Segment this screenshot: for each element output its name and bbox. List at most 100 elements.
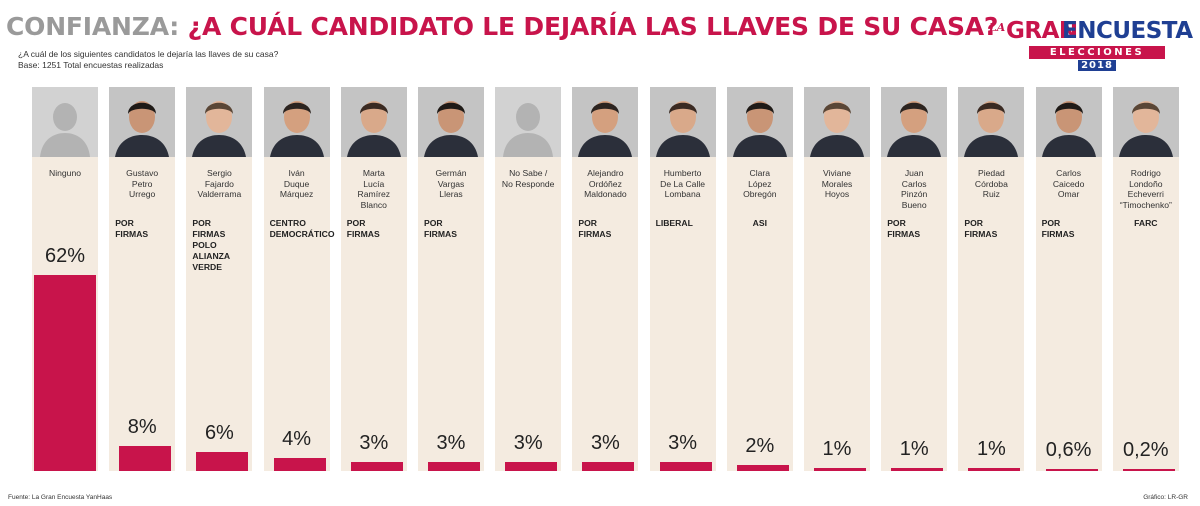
candidate-party-line: POLO [192, 240, 217, 250]
candidate-column: Sergio Fajardo Valderrama POR FIRMAS POLO ALIA… [186, 87, 253, 471]
logo-elecciones-banner: ELECCIONES 2018 [1029, 46, 1165, 71]
candidate-name-line: No Responde [501, 178, 555, 189]
logo-gran: GRAN [1006, 18, 1078, 44]
candidate-photo [340, 87, 407, 157]
data-label: 3% [359, 432, 389, 454]
candidate-name-line: Lleras [439, 189, 463, 200]
bar [814, 468, 866, 471]
candidate-portrait-icon [726, 87, 793, 157]
column-panel [804, 157, 870, 471]
bar [736, 465, 789, 471]
candidate-column: No Sabe / No Responde 3% [495, 87, 562, 471]
bar [1122, 469, 1175, 471]
data-label: 6% [204, 422, 234, 444]
candidate-party: POR FIRMAS [964, 218, 1024, 240]
candidate-column: Iván Duque Márquez CENTRO DEMOCRÁTICO 4% [263, 87, 335, 471]
candidate-party: POR FIRMAS [578, 218, 638, 240]
person-silhouette-icon [40, 103, 90, 157]
candidate-column: Juan Carlos Pinzón Bueno POR FIRMAS 1% [881, 87, 948, 471]
candidate-portrait-icon [186, 87, 253, 157]
candidate-name-line: Fajardo [204, 178, 234, 189]
candidate-name-line: Hoyos [824, 189, 850, 200]
candidate-name-line: Echeverri [1127, 189, 1164, 200]
candidate-name: Juan Carlos Pinzón Bueno [881, 168, 947, 210]
candidate-party: POR FIRMAS [347, 218, 407, 240]
column-panel [958, 157, 1025, 471]
candidate-party-line: FARC [1134, 218, 1158, 228]
candidate-name-line: De La Calle [660, 178, 706, 189]
column-panel [881, 157, 948, 471]
candidate-column: Clara López Obregón ASI 2% [726, 87, 793, 471]
candidate-name-line: Ninguno [48, 168, 81, 178]
candidate-name-line: Viviane [822, 168, 852, 178]
bar [119, 446, 172, 471]
chart-title: CONFIANZA: ¿A CUÁL CANDIDATO LE DEJARÍA … [6, 12, 998, 41]
candidate-party: FARC [1113, 218, 1179, 229]
candidate-party: POR FIRMAS [424, 218, 484, 240]
candidate-portrait-icon [1035, 87, 1102, 157]
candidate-name: Gustavo Petro Urrego [109, 168, 175, 200]
candidate-name-line: Ordóñez [588, 178, 622, 189]
data-label: 3% [668, 432, 698, 454]
candidate-name-line: López [748, 178, 772, 189]
bar [428, 462, 480, 471]
candidate-party-line: POR [578, 218, 598, 228]
candidate-name: Sergio Fajardo Valderrama [186, 168, 252, 200]
candidate-name-line: Rodrigo [1130, 168, 1161, 178]
candidate-party: LIBERAL [656, 218, 716, 229]
data-label: 1% [899, 438, 929, 460]
candidate-column: Marta Lucía Ramírez Blanco POR FIRMAS 3% [340, 87, 407, 471]
data-label: 0,6% [1045, 439, 1092, 461]
candidate-name: Piedad Córdoba Ruiz [958, 168, 1024, 200]
question-text: ¿A cuál de los siguientes candidatos le … [18, 49, 279, 59]
column-panel [340, 157, 407, 471]
logo-year: 2018 [1078, 60, 1116, 71]
bar [582, 462, 635, 471]
bar [350, 462, 403, 471]
candidate-name-line: “Timochenko” [1119, 199, 1172, 210]
candidate-party-line: DEMOCRÁTICO [269, 229, 335, 239]
candidate-photo [649, 87, 716, 157]
candidate-photo [1112, 87, 1179, 157]
candidate-name-line: No Sabe / [509, 168, 548, 178]
candidate-party-line: FIRMAS [346, 229, 380, 239]
column-panel [649, 157, 716, 471]
candidate-name-line: Omar [1057, 189, 1080, 200]
candidate-column: Piedad Córdoba Ruiz POR FIRMAS 1% [958, 87, 1025, 471]
candidate-name-line: Pinzón [901, 189, 928, 200]
logo-la: LA [989, 21, 1006, 34]
column-panel [495, 157, 562, 471]
candidate-name-line: Vargas [437, 178, 465, 189]
candidate-name: No Sabe / No Responde [495, 168, 561, 189]
candidate-name-line: Lombana [664, 189, 701, 200]
candidate-party: POR FIRMAS [1042, 218, 1102, 240]
bar [1045, 469, 1098, 471]
candidate-photo [418, 87, 484, 157]
candidate-party-line: FIRMAS [964, 229, 998, 239]
candidate-party: POR FIRMAS POLO ALIANZA VERDE [192, 218, 252, 273]
candidate-name-line: Petro [131, 178, 153, 189]
candidate-photo [804, 87, 870, 157]
candidate-party-line: FIRMAS [115, 229, 149, 239]
candidate-portrait-icon [881, 87, 948, 157]
candidate-column: Rodrigo Londoño Echeverri “Timochenko” FARC 0… [1112, 87, 1179, 471]
source-note: Fuente: La Gran Encuesta YanHaas [8, 494, 113, 501]
person-silhouette-icon [503, 103, 554, 157]
data-label: 4% [282, 428, 312, 450]
candidate-party-line: VERDE [192, 262, 222, 272]
candidate-party-line: POR [964, 218, 984, 228]
data-label: 1% [976, 438, 1006, 460]
candidate-name-line: Germán [435, 168, 467, 178]
candidate-photo [109, 87, 176, 157]
candidate-name-line: Caicedo [1052, 178, 1085, 189]
candidate-party-line: POR [192, 218, 212, 228]
candidate-name-line: Blanco [360, 199, 387, 210]
candidate-party: POR FIRMAS [115, 218, 175, 240]
candidate-name-line: Ruiz [982, 189, 1000, 200]
candidate-name-line: Alejandro [587, 168, 624, 178]
candidate-name: Iván Duque Márquez [264, 168, 330, 200]
candidate-name-line: Iván [288, 168, 305, 178]
data-label: 1% [822, 438, 852, 460]
data-label: 8% [127, 416, 157, 438]
column-panel [109, 157, 176, 471]
